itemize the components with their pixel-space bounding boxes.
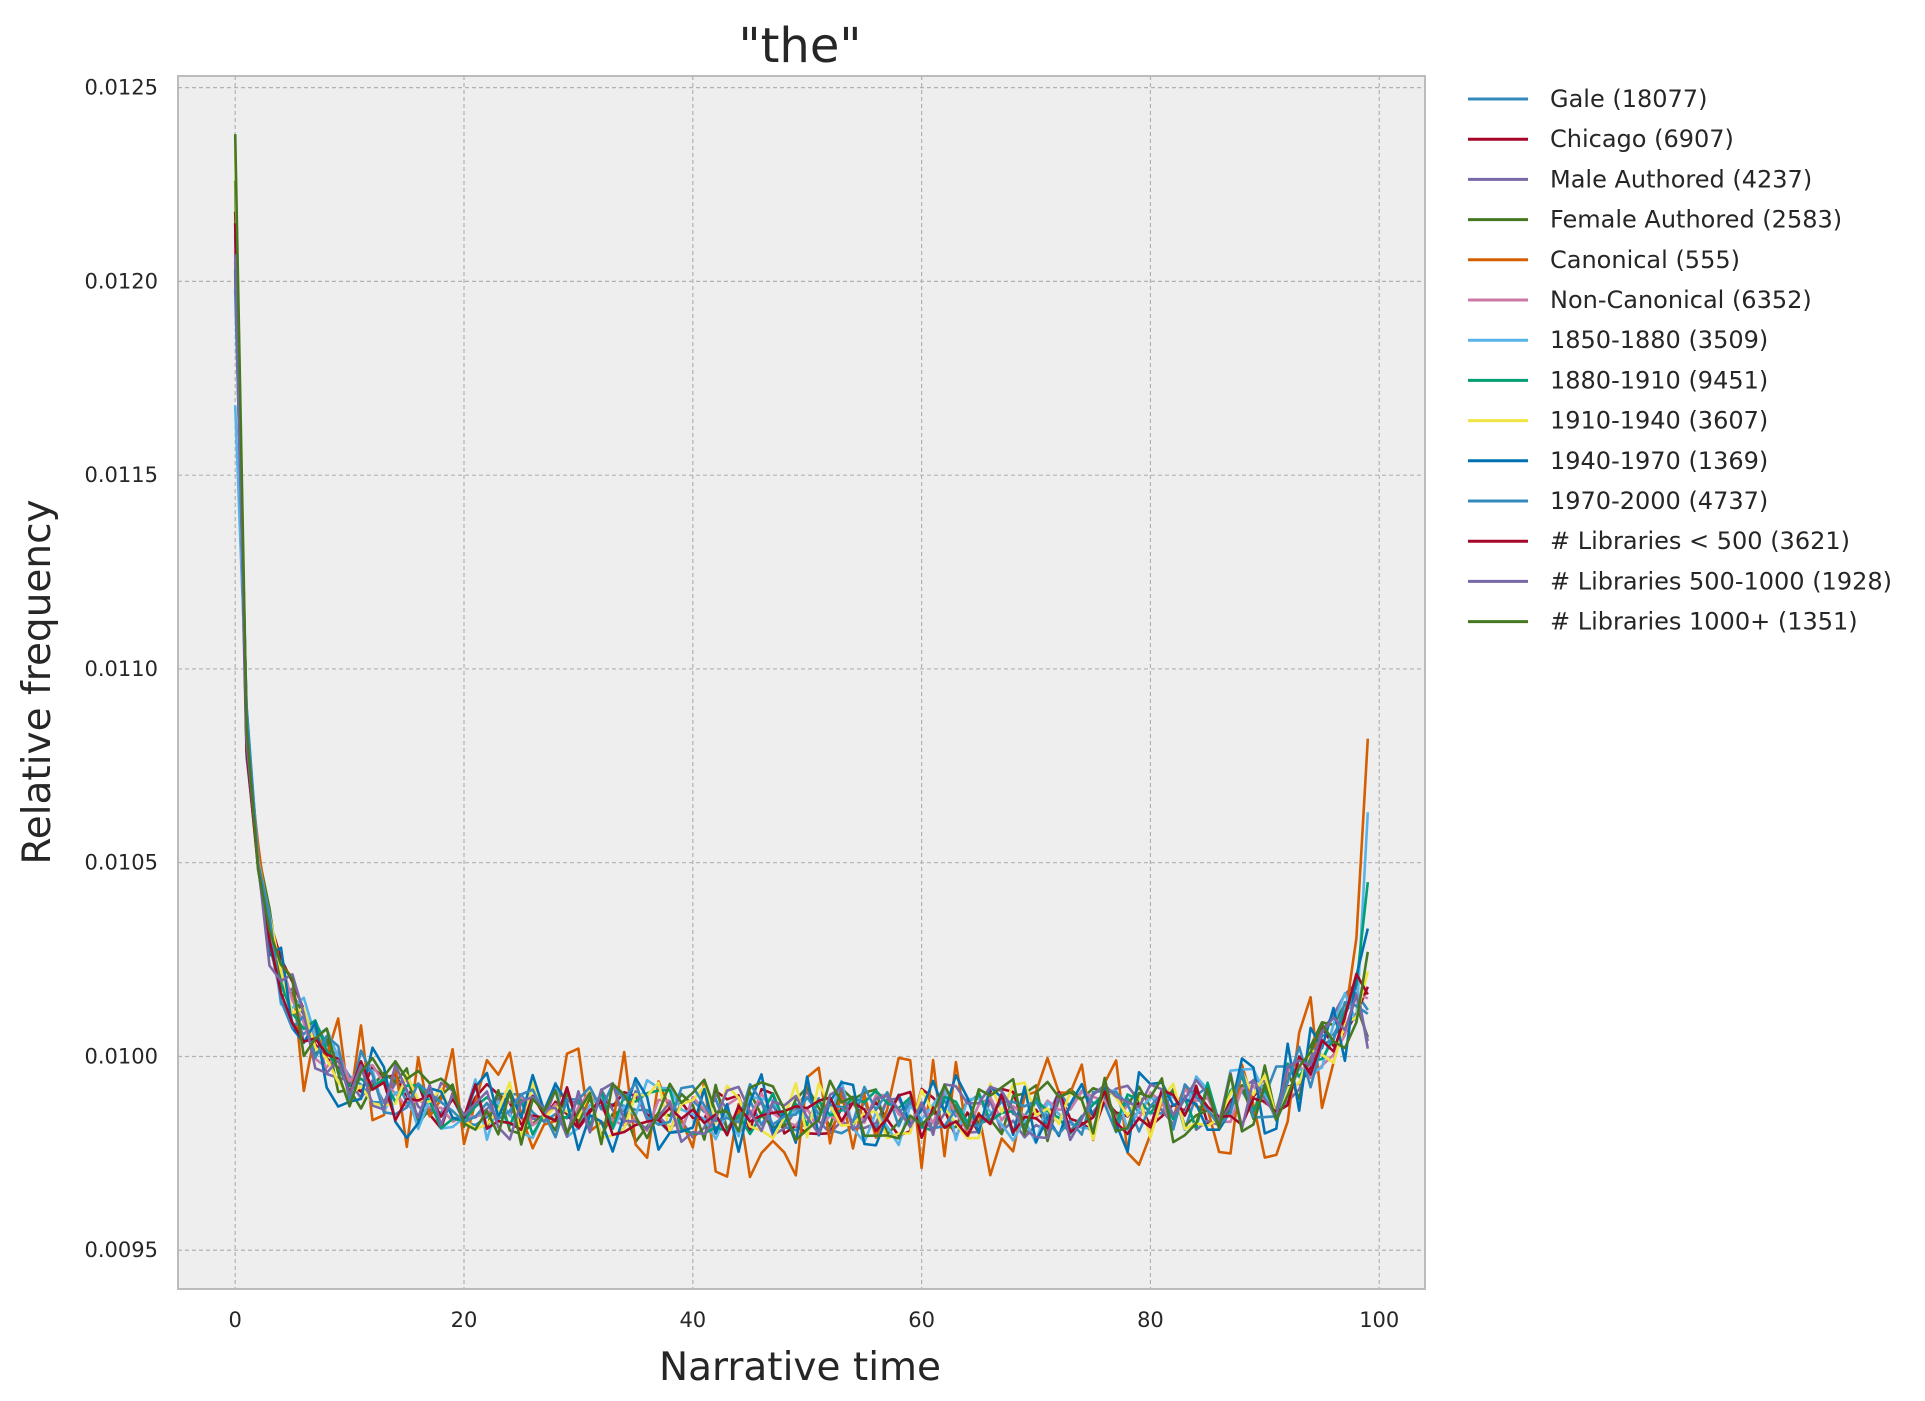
y-tick-label: 0.0110	[85, 657, 158, 681]
series-lines	[233, 134, 1370, 1179]
x-axis-ticks: 0 20 40 60 80 100	[229, 1308, 1400, 1332]
legend-label: Chicago (6907)	[1550, 125, 1734, 153]
y-tick-label: 0.0120	[85, 269, 158, 293]
legend-label: Non-Canonical (6352)	[1550, 286, 1812, 314]
legend-label: Male Authored (4237)	[1550, 165, 1812, 193]
legend-label: 1970-2000 (4737)	[1550, 487, 1768, 515]
y-tick-label: 0.0115	[85, 463, 158, 487]
legend-label: # Libraries < 500 (3621)	[1550, 527, 1850, 555]
series-line	[233, 254, 1370, 1144]
y-tick-label: 0.0095	[85, 1238, 158, 1262]
x-axis-label: Narrative time	[659, 1345, 941, 1390]
y-tick-label: 0.0125	[85, 76, 158, 100]
legend-label: 1910-1940 (3607)	[1550, 407, 1768, 435]
x-tick-label: 60	[908, 1308, 935, 1332]
y-tick-label: 0.0100	[85, 1044, 158, 1068]
x-tick-label: 40	[679, 1308, 706, 1332]
x-tick-label: 20	[451, 1308, 478, 1332]
legend-label: 1880-1910 (9451)	[1550, 366, 1768, 394]
legend-label: 1850-1880 (3509)	[1550, 326, 1768, 354]
legend-label: # Libraries 1000+ (1351)	[1550, 608, 1858, 636]
y-tick-label: 0.0105	[85, 851, 158, 875]
x-tick-label: 80	[1137, 1308, 1164, 1332]
legend-label: # Libraries 500-1000 (1928)	[1550, 567, 1892, 595]
legend-label: Canonical (555)	[1550, 246, 1740, 274]
x-tick-label: 0	[229, 1308, 242, 1332]
y-axis-label: Relative frequency	[15, 499, 60, 864]
legend: Gale (18077) Chicago (6907) Male Authored …	[1468, 85, 1892, 636]
legend-label: Female Authored (2583)	[1550, 206, 1842, 234]
legend-label: Gale (18077)	[1550, 85, 1707, 113]
y-axis-ticks: 0.0095 0.0100 0.0105 0.0110 0.0115 0.0120 0.01…	[85, 76, 158, 1263]
plot-area	[177, 75, 1426, 1290]
series-line	[233, 134, 1370, 1146]
x-tick-label: 100	[1359, 1308, 1399, 1332]
chart-title: "the"	[739, 18, 862, 74]
legend-label: 1940-1970 (1369)	[1550, 447, 1768, 475]
